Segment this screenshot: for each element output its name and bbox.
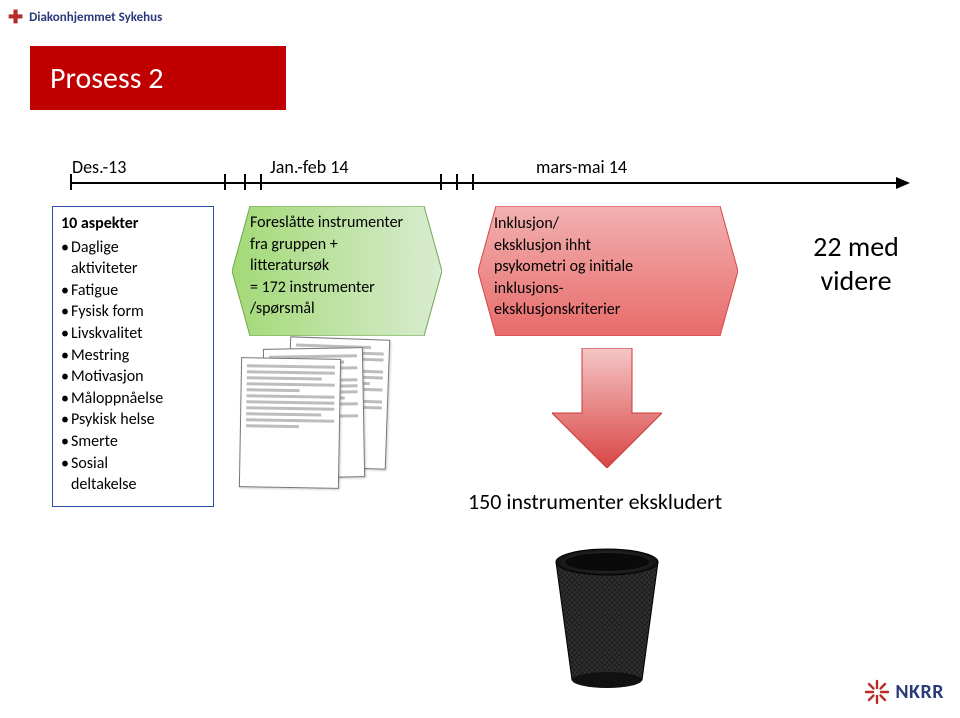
burst-icon: [863, 678, 891, 706]
result-line2: videre: [776, 264, 936, 298]
doc-icon: [239, 357, 341, 489]
aspects-box: 10 aspekter Daglige aktiviteter Fatigue …: [52, 206, 214, 507]
tl-label-mars: mars-mai 14: [536, 156, 627, 178]
logo-bottom: NKRR: [863, 678, 944, 706]
timeline-tick: [224, 174, 226, 190]
result-line1: 22 med: [776, 230, 936, 264]
timeline-tick: [260, 174, 262, 190]
aspects-header: 10 aspekter: [61, 213, 205, 235]
aspect-item: Mestring: [61, 345, 205, 367]
green-hex-text: Foreslåtte instrumenter fra gruppen + li…: [250, 212, 430, 320]
cross-icon: ✚: [8, 6, 23, 28]
hex-line: psykometri og initiale: [494, 256, 694, 278]
hex-line: eksklusjonskriterier: [494, 299, 694, 321]
aspects-list: Daglige aktiviteter Fatigue Fysisk form …: [61, 237, 205, 496]
excluded-text: 150 instrumenter ekskludert: [468, 488, 722, 515]
aspect-item-cont: aktiviteter: [61, 258, 205, 280]
hex-line: = 172 instrumenter: [250, 277, 430, 299]
timeline-tick: [244, 174, 246, 190]
timeline-labels: Des.-13 Jan.-feb 14 mars-mai 14: [70, 156, 900, 176]
hex-line: inklusjons-: [494, 278, 694, 300]
aspect-item-cont: deltakelse: [61, 474, 205, 496]
document-stack-icon: [240, 344, 420, 484]
aspect-item: Smerte: [61, 431, 205, 453]
aspect-item: Måloppnåelse: [61, 388, 205, 410]
timeline-tick: [440, 174, 442, 190]
hex-line: litteratursøk: [250, 255, 430, 277]
aspect-item: Fatigue: [61, 280, 205, 302]
red-hex-text: Inklusjon/ eksklusjon ihht psykometri og…: [494, 213, 694, 321]
timeline-arrowhead-icon: [896, 177, 910, 189]
aspect-item: Livskvalitet: [61, 323, 205, 345]
logo-top: ✚ Diakonhjemmet Sykehus: [8, 6, 162, 28]
aspect-item: Psykisk helse: [61, 409, 205, 431]
hex-line: eksklusjon ihht: [494, 235, 694, 257]
tl-label-jan: Jan.-feb 14: [270, 156, 349, 178]
slide-title: Prosess 2: [30, 46, 286, 110]
timeline-tick: [472, 174, 474, 190]
result-text: 22 med videre: [776, 230, 936, 297]
tl-label-des: Des.-13: [72, 156, 126, 178]
hex-line: Foreslåtte instrumenter: [250, 212, 430, 234]
aspect-item: Fysisk form: [61, 301, 205, 323]
timeline-tick: [70, 174, 72, 190]
timeline-line: [70, 182, 896, 184]
aspect-item: Motivasjon: [61, 366, 205, 388]
title-text: Prosess 2: [50, 60, 163, 97]
hex-line: Inklusjon/: [494, 213, 694, 235]
aspect-item: Sosial: [61, 453, 205, 475]
logo-bottom-text: NKRR: [895, 680, 944, 704]
hex-line: /spørsmål: [250, 298, 430, 320]
down-arrow-icon: [552, 348, 662, 468]
aspect-item: Daglige: [61, 237, 205, 259]
logo-top-text: Diakonhjemmet Sykehus: [29, 10, 162, 25]
hex-line: fra gruppen +: [250, 234, 430, 256]
trash-can-icon: [542, 540, 672, 690]
timeline-tick: [456, 174, 458, 190]
